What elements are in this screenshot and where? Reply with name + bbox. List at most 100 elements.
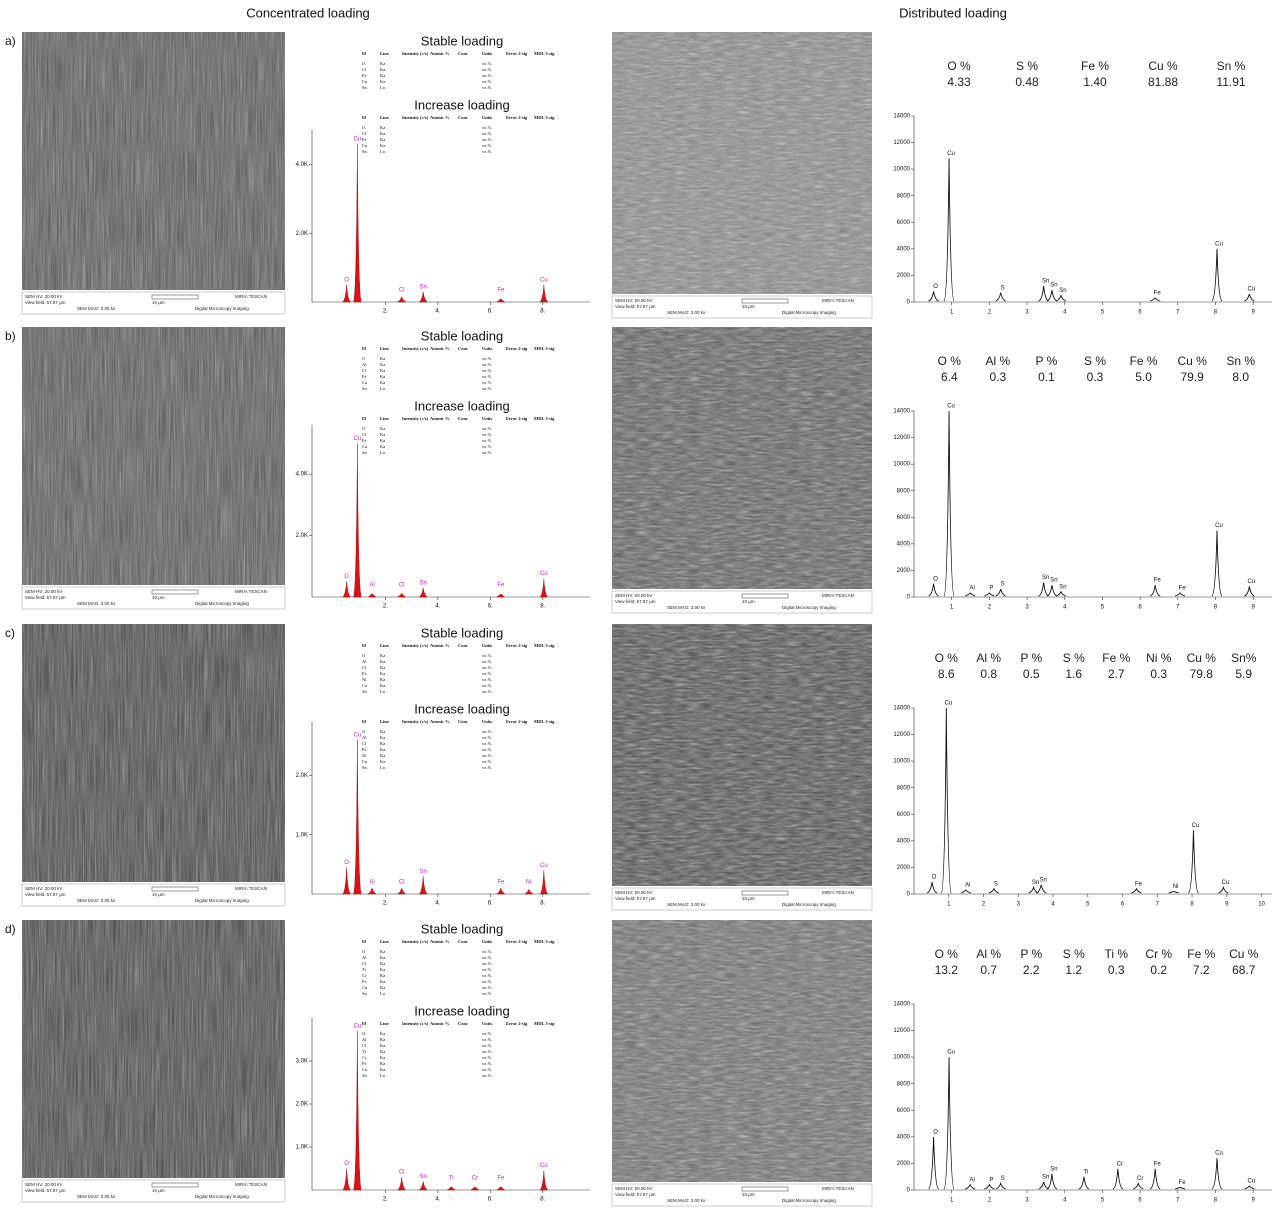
table-cell: Cl	[362, 368, 367, 373]
peak-label: Cu	[354, 732, 362, 738]
x-tick-label: 8.	[540, 309, 545, 315]
table-cell: Sn	[362, 1073, 368, 1078]
composition-header: Fe %	[1102, 651, 1130, 665]
table-cell: Cu	[362, 985, 368, 990]
peak-label: Fe	[497, 1176, 505, 1182]
table-title: Stable loading	[421, 625, 503, 640]
table-header: Intensity (c/s)	[402, 1021, 429, 1026]
table-cell: Ka	[380, 131, 385, 136]
table-cell: Ka	[380, 426, 385, 431]
table-header: Conc	[458, 1021, 468, 1026]
sem-caption: MIRA\ TESCAN	[822, 593, 854, 598]
table-header: El	[362, 51, 367, 56]
peak-label: Cl	[399, 880, 405, 886]
sem-caption: MIRA\ TESCAN	[822, 1186, 854, 1191]
table-cell: wt.%	[482, 973, 492, 978]
table-header: El	[362, 1021, 367, 1026]
table-header: Units	[482, 1021, 493, 1026]
peak-label: S	[1001, 285, 1005, 291]
composition-header: O %	[935, 947, 959, 961]
table-header: Intensity (c/s)	[402, 346, 429, 351]
sem-texture	[22, 32, 285, 290]
table-cell: wt.%	[482, 759, 492, 764]
table-cell: Cu	[362, 759, 368, 764]
peak-label: Fe	[497, 880, 505, 886]
table-cell: La	[380, 765, 385, 770]
peak-label: O	[933, 576, 938, 582]
sem-texture	[612, 327, 872, 589]
sem-caption: 10 µm	[152, 892, 165, 897]
composition-value: 79.9	[1180, 370, 1204, 384]
sem-caption: MIRA\ TESCAN	[235, 589, 267, 594]
table-cell: Ka	[380, 985, 385, 990]
table-cell: Ka	[380, 753, 385, 758]
y-tick-label: 14000	[893, 706, 910, 712]
composition-header: O %	[935, 651, 959, 665]
y-tick-label: 14000	[893, 409, 910, 415]
y-tick-label: 2000	[897, 1161, 911, 1167]
peak-label: Cr	[1137, 1176, 1143, 1182]
table-cell: Ka	[380, 973, 385, 978]
x-tick-label: 4.	[435, 309, 440, 315]
table-header: MDL 3-sig	[534, 346, 555, 351]
sem-caption: SEM MAG: 3.00 kx	[667, 605, 706, 610]
composition-header: S %	[1084, 354, 1106, 368]
table-header: Conc	[458, 115, 468, 120]
table-cell: wt.%	[482, 747, 492, 752]
peak-label: P	[989, 1177, 993, 1183]
composition-header: Cu %	[1177, 354, 1207, 368]
peak-label: S	[994, 881, 998, 887]
composition-value: 5.9	[1235, 667, 1252, 681]
table-header: Atomic %	[430, 1021, 450, 1026]
table-header: El	[362, 719, 367, 724]
peak-label: Fe	[497, 288, 505, 294]
table-cell: Fe	[362, 1061, 367, 1066]
y-tick-label: 10000	[893, 759, 910, 765]
composition-value: 8.0	[1232, 370, 1249, 384]
table-cell: Ka	[380, 368, 385, 373]
sem-caption: SEM MAG: 3.00 kx	[77, 306, 116, 311]
table-cell: Ka	[380, 438, 385, 443]
sem-caption: SEM HV: 20.00 kV	[615, 298, 652, 303]
column-header: Distributed loading	[899, 5, 1007, 20]
sem-texture	[22, 327, 285, 585]
peak-label: Sn	[1032, 880, 1039, 886]
peak-label: Fe	[1135, 881, 1143, 887]
sem-caption: Digital Microscopy Imaging	[782, 1198, 836, 1203]
table-header: Conc	[458, 51, 468, 56]
table-header: MDL 3-sig	[534, 51, 555, 56]
table-cell: Fe	[362, 747, 367, 752]
peak-label: Ni	[1173, 884, 1179, 890]
peak-label: Sn	[1059, 288, 1066, 294]
sem-texture	[22, 624, 285, 882]
peak-label: Cu	[540, 1163, 548, 1169]
composition-header: Cu %	[1229, 947, 1259, 961]
table-cell: Cl	[362, 665, 367, 670]
table-title: Increase loading	[414, 701, 509, 716]
peak-label: Sn	[1040, 877, 1047, 883]
composition-header: Fe %	[1187, 947, 1215, 961]
table-header: Conc	[458, 939, 468, 944]
peak-label: Cu	[1215, 523, 1223, 529]
table-header: MDL 3-sig	[534, 115, 555, 120]
row-label: a)	[5, 34, 16, 48]
y-tick-label: 12000	[893, 732, 910, 738]
sem-caption: SEM HV: 20.00 kV	[25, 294, 62, 299]
peak-label: Sn	[1050, 1167, 1057, 1173]
table-header: Atomic %	[430, 346, 450, 351]
table-cell: Ka	[380, 362, 385, 367]
table-header: Atomic %	[430, 115, 450, 120]
sem-caption: Digital Microscopy Imaging	[782, 902, 836, 907]
composition-value: 0.3	[1087, 370, 1104, 384]
table-cell: La	[380, 85, 385, 90]
table-title: Stable loading	[421, 328, 503, 343]
table-cell: Ka	[380, 979, 385, 984]
sem-caption: SEM HV: 20.00 kV	[25, 1182, 62, 1187]
composition-value: 5.0	[1135, 370, 1152, 384]
table-cell: wt.%	[482, 1049, 492, 1054]
table-header: Line	[380, 51, 389, 56]
y-tick-label: 4.0K	[296, 162, 308, 168]
table-header: Error 2-sig	[506, 1021, 528, 1026]
table-cell: wt.%	[482, 665, 492, 670]
table-cell: Sn	[362, 386, 368, 391]
